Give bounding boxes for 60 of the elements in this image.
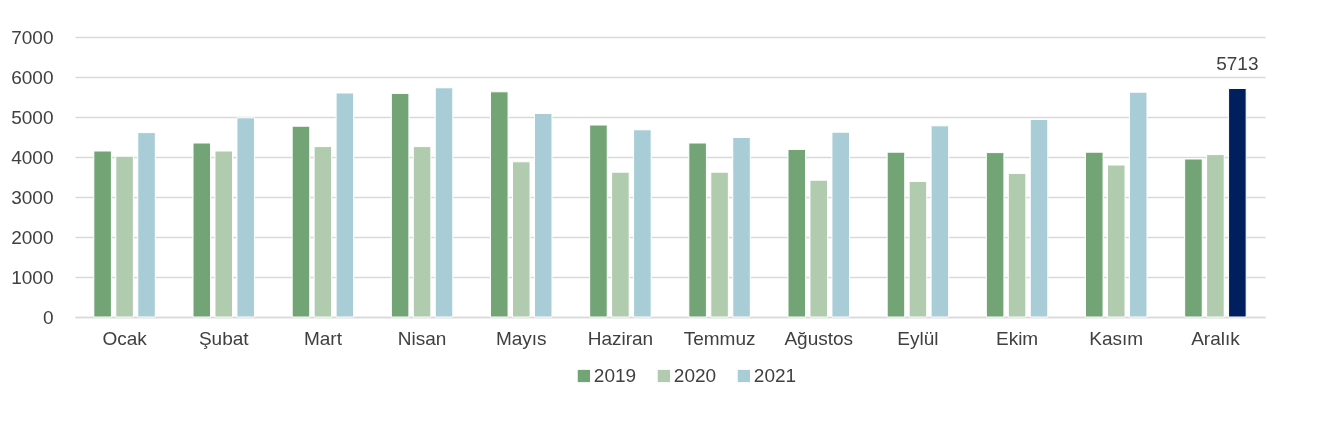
x-tick-label: Ekim xyxy=(995,327,1039,349)
y-tick-label: 4000 xyxy=(11,146,54,168)
bar xyxy=(611,171,630,318)
x-tick-label: Haziran xyxy=(587,327,654,349)
x-tick-label: Kasım xyxy=(1089,327,1144,349)
y-tick-label: 1000 xyxy=(11,266,54,288)
bar xyxy=(589,124,608,318)
bar xyxy=(214,150,234,318)
bar xyxy=(335,92,355,318)
y-tick-label: 5000 xyxy=(11,106,54,128)
x-tick-label: Eylül xyxy=(897,327,939,349)
bar xyxy=(412,146,432,318)
bar xyxy=(732,136,751,318)
bar xyxy=(390,92,410,318)
x-tick-label: Nisan xyxy=(397,327,447,349)
bar xyxy=(809,179,829,318)
bar xyxy=(688,142,707,318)
bar xyxy=(236,117,255,318)
bar xyxy=(1106,164,1126,318)
bar xyxy=(1184,158,1203,318)
legend-label: 2021 xyxy=(753,365,797,386)
x-tick-label: Şubat xyxy=(198,327,250,349)
bar xyxy=(192,142,212,318)
legend-label: 2020 xyxy=(673,365,717,386)
legend-label: 2019 xyxy=(593,365,637,386)
bar xyxy=(710,171,729,318)
bar xyxy=(831,131,850,318)
x-tick-label: Mayıs xyxy=(495,327,547,349)
bar xyxy=(886,151,906,318)
y-tick-label: 6000 xyxy=(11,66,54,88)
x-tick-label: Aralık xyxy=(1191,327,1241,349)
bar xyxy=(1206,154,1225,318)
bar xyxy=(434,87,454,318)
bar xyxy=(291,125,311,318)
x-tick-label: Ocak xyxy=(102,327,148,349)
bar xyxy=(633,129,652,318)
bar xyxy=(930,125,950,318)
bar xyxy=(1085,151,1104,318)
bar xyxy=(533,112,553,318)
bar xyxy=(787,148,807,318)
bar xyxy=(985,152,1005,318)
bar xyxy=(490,91,509,318)
y-tick-label: 0 xyxy=(42,306,54,328)
bar xyxy=(908,180,928,318)
x-tick-label: Mart xyxy=(303,327,343,349)
data-label: 5713 xyxy=(1216,53,1259,75)
bar xyxy=(115,155,134,318)
bar xyxy=(1029,118,1049,318)
bar xyxy=(1007,172,1027,318)
bar xyxy=(93,150,112,318)
y-tick-label: 7000 xyxy=(11,26,54,48)
bar xyxy=(313,146,333,318)
bar xyxy=(511,161,531,318)
bar xyxy=(137,132,156,318)
x-tick-label: Ağustos xyxy=(784,327,854,349)
y-tick-label: 2000 xyxy=(11,226,54,248)
bar xyxy=(1228,87,1247,318)
y-tick-label: 3000 xyxy=(11,186,54,208)
bar xyxy=(1128,91,1148,318)
x-tick-label: Temmuz xyxy=(683,327,756,349)
